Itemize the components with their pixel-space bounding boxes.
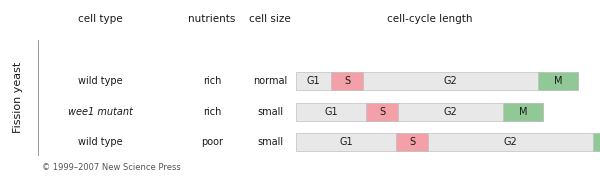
Text: S: S — [409, 137, 415, 147]
FancyBboxPatch shape — [593, 133, 600, 151]
Text: © 1999–2007 New Science Press: © 1999–2007 New Science Press — [42, 164, 181, 173]
Text: cell size: cell size — [249, 14, 291, 24]
Text: normal: normal — [253, 76, 287, 86]
Text: wild type: wild type — [77, 137, 122, 147]
Text: rich: rich — [203, 76, 221, 86]
Text: wee1 mutant: wee1 mutant — [68, 107, 133, 117]
FancyBboxPatch shape — [503, 103, 543, 121]
Text: cell-cycle length: cell-cycle length — [387, 14, 473, 24]
Text: small: small — [257, 137, 283, 147]
Text: G2: G2 — [443, 107, 457, 117]
Text: G1: G1 — [339, 137, 353, 147]
Text: Fission yeast: Fission yeast — [13, 61, 23, 133]
Text: M: M — [519, 107, 527, 117]
Text: poor: poor — [201, 137, 223, 147]
Text: S: S — [344, 76, 350, 86]
FancyBboxPatch shape — [366, 103, 398, 121]
FancyBboxPatch shape — [296, 133, 600, 151]
FancyBboxPatch shape — [331, 72, 363, 90]
Text: wild type: wild type — [77, 76, 122, 86]
Text: rich: rich — [203, 107, 221, 117]
Text: G1: G1 — [324, 107, 338, 117]
Text: cell type: cell type — [77, 14, 122, 24]
FancyBboxPatch shape — [396, 133, 428, 151]
Text: G1: G1 — [307, 76, 320, 86]
Text: nutrients: nutrients — [188, 14, 236, 24]
FancyBboxPatch shape — [296, 103, 543, 121]
Text: G2: G2 — [443, 76, 457, 86]
Text: S: S — [379, 107, 385, 117]
Text: G2: G2 — [503, 137, 517, 147]
FancyBboxPatch shape — [538, 72, 578, 90]
Text: small: small — [257, 107, 283, 117]
Text: M: M — [554, 76, 562, 86]
FancyBboxPatch shape — [296, 72, 578, 90]
